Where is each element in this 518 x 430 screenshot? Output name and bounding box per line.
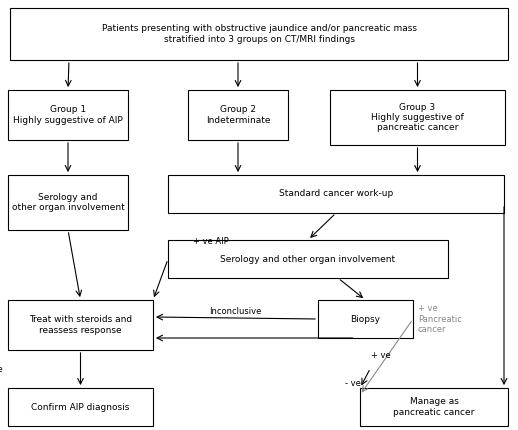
FancyBboxPatch shape <box>8 175 128 230</box>
FancyBboxPatch shape <box>8 90 128 140</box>
Text: - ve: - ve <box>345 378 361 387</box>
FancyBboxPatch shape <box>8 300 153 350</box>
Text: + ve: + ve <box>0 365 3 374</box>
Text: Manage as
pancreatic cancer: Manage as pancreatic cancer <box>393 397 474 417</box>
FancyBboxPatch shape <box>8 388 153 426</box>
Text: Group 2
Indeterminate: Group 2 Indeterminate <box>206 105 270 125</box>
FancyBboxPatch shape <box>188 90 288 140</box>
FancyBboxPatch shape <box>318 300 413 338</box>
FancyBboxPatch shape <box>168 175 504 213</box>
Text: Patients presenting with obstructive jaundice and/or pancreatic mass
stratified : Patients presenting with obstructive jau… <box>102 25 416 44</box>
Text: + ve
Pancreatic
cancer: + ve Pancreatic cancer <box>418 304 462 334</box>
FancyBboxPatch shape <box>330 90 505 145</box>
Text: Treat with steroids and
reassess response: Treat with steroids and reassess respons… <box>29 315 132 335</box>
Text: Group 1
Highly suggestive of AIP: Group 1 Highly suggestive of AIP <box>13 105 123 125</box>
FancyBboxPatch shape <box>10 8 508 60</box>
Text: Inconclusive: Inconclusive <box>209 307 262 316</box>
Text: Group 3
Highly suggestive of
pancreatic cancer: Group 3 Highly suggestive of pancreatic … <box>371 103 464 132</box>
Text: Confirm AIP diagnosis: Confirm AIP diagnosis <box>31 402 130 412</box>
Text: + ve AIP: + ve AIP <box>193 237 229 246</box>
Text: Serology and
other organ involvement: Serology and other organ involvement <box>11 193 124 212</box>
Text: Biopsy: Biopsy <box>351 314 381 323</box>
FancyBboxPatch shape <box>360 388 508 426</box>
Text: + ve: + ve <box>370 351 391 360</box>
Text: Serology and other organ involvement: Serology and other organ involvement <box>221 255 396 264</box>
Text: Standard cancer work-up: Standard cancer work-up <box>279 190 393 199</box>
FancyBboxPatch shape <box>168 240 448 278</box>
